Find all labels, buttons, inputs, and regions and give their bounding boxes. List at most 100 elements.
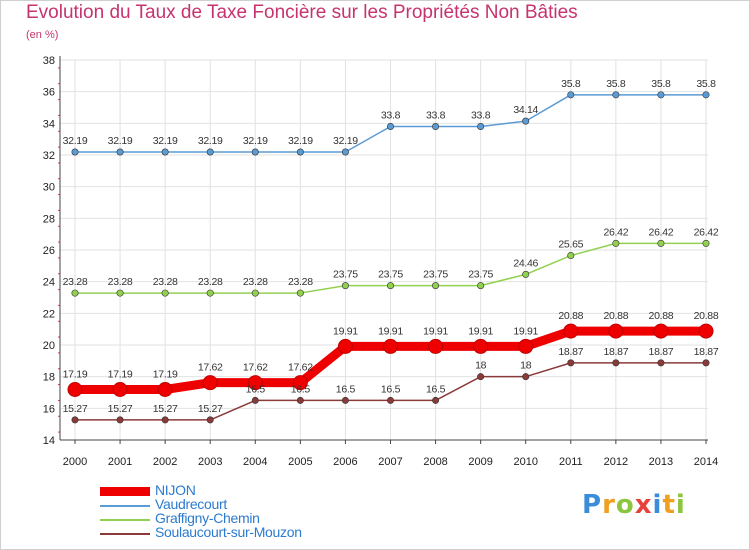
logo-letter: t [662,490,676,520]
data-label: 32.19 [243,135,268,147]
x-tick-label: 2006 [333,456,357,468]
data-point [432,282,440,290]
data-point [702,239,710,247]
data-point [702,359,710,367]
data-point [563,323,579,339]
data-label: 33.8 [426,110,446,122]
x-tick-label: 2000 [63,456,87,468]
data-label: 19.91 [378,325,403,337]
y-tick-label: 20 [43,340,55,352]
data-point [71,148,79,156]
data-label: 23.28 [153,276,178,288]
data-point [386,396,394,404]
data-label: 23.28 [63,276,88,288]
legend-item: NIJON [100,482,400,500]
data-label: 35.8 [606,78,626,90]
data-point [518,338,534,354]
data-point [67,381,83,397]
data-point [657,359,665,367]
data-label: 17.62 [243,362,268,374]
logo-letter: i [652,490,663,520]
legend-label: Vaudrecourt [155,496,227,512]
data-point [428,338,444,354]
data-point [386,123,394,131]
data-point [386,282,394,290]
data-point [567,252,575,260]
data-label: 17.62 [198,362,223,374]
data-label: 16.5 [426,383,446,395]
x-tick-label: 2010 [513,456,537,468]
data-point [432,396,440,404]
logo-letter: x [634,490,653,520]
data-point [161,416,169,424]
data-point [567,91,575,99]
data-label: 26.42 [649,226,674,238]
data-label: 20.88 [558,310,583,322]
data-point [206,148,214,156]
data-label: 17.62 [288,362,313,374]
x-tick-label: 2004 [243,456,267,468]
x-tick-label: 2007 [378,456,402,468]
legend-swatch [100,533,150,535]
x-tick-label: 2009 [468,456,492,468]
y-tick-label: 32 [43,150,55,162]
data-point [206,289,214,297]
data-point [71,416,79,424]
y-tick-label: 38 [43,55,55,67]
data-label: 18.87 [558,346,583,358]
legend-label: Soulaucourt-sur-Mouzon [155,524,302,540]
data-label: 23.28 [288,276,313,288]
x-tick-label: 2011 [559,456,583,468]
data-point [477,373,485,381]
logo-letter: o [615,490,635,520]
data-point [296,289,304,297]
data-point [341,396,349,404]
data-label: 16.5 [246,383,266,395]
y-tick-label: 18 [43,372,55,384]
data-label: 18 [475,360,487,372]
data-point [202,375,218,391]
data-point [612,91,620,99]
data-point [296,396,304,404]
data-label: 35.8 [561,78,581,90]
data-point [653,323,669,339]
legend-swatch [100,519,150,521]
data-point [292,375,308,391]
data-point [522,270,530,278]
data-point [296,148,304,156]
data-point [432,123,440,131]
data-label: 18.87 [694,346,719,358]
data-label: 20.88 [694,310,719,322]
data-label: 33.8 [471,110,491,122]
legend-swatch [100,505,150,507]
y-tick-label: 28 [43,213,55,225]
chart-title: Evolution du Taux de Taxe Foncière sur l… [26,2,578,23]
legend-label: Graffigny-Chemin [155,510,260,526]
legend-item: Graffigny-Chemin [100,510,400,528]
data-point [567,359,575,367]
data-label: 16.5 [381,383,401,395]
series-layer [67,91,714,424]
data-label: 15.27 [108,403,133,415]
x-tick-label: 2003 [198,456,222,468]
data-point [116,416,124,424]
legend-swatch [100,487,150,496]
y-tick-label: 24 [43,277,55,289]
label-layer: 32.19 32.19 32.19 32.19 32.19 32.19 32.19 33.8 3… [63,78,720,415]
x-tick-label: 2014 [694,456,718,468]
y-tick-label: 36 [43,87,55,99]
data-point [337,338,353,354]
data-point [247,375,263,391]
data-point [341,282,349,290]
data-label: 35.8 [651,78,671,90]
data-point [477,123,485,131]
logo-letter: r [602,490,616,520]
data-point [157,381,173,397]
data-point [116,148,124,156]
data-label: 23.75 [423,269,448,281]
data-point [612,239,620,247]
data-point [657,239,665,247]
data-point [702,91,710,99]
data-label: 23.28 [243,276,268,288]
